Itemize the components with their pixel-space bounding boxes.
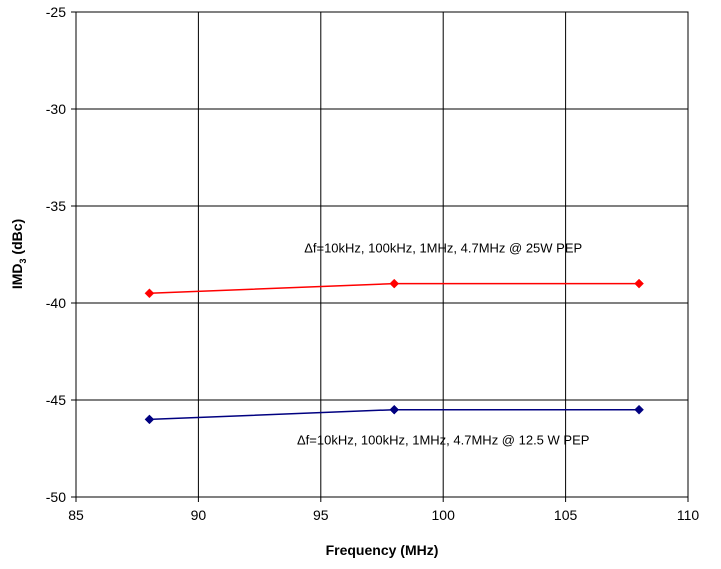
x-tick-label-2: 95: [313, 507, 329, 523]
y-axis-ticks: -25 -30 -35 -40 -45 -50: [46, 4, 76, 505]
y-tick-label-5: -50: [46, 489, 66, 505]
plot-frame: [75, 11, 689, 498]
x-tick-label-4: 105: [554, 507, 578, 523]
series-1-point-2: [634, 404, 644, 415]
y-tick-label-1: -30: [46, 101, 66, 117]
annotations: Δf=10kHz, 100kHz, 1MHz, 4.7MHz @ 25W PEP…: [297, 241, 589, 448]
series-0-point-0: [144, 288, 155, 299]
series-1-point-0: [144, 414, 155, 425]
x-tick-label-0: 85: [68, 507, 84, 523]
series-1-point-1: [389, 404, 400, 415]
y-axis-title: IMD3 (dBc): [9, 219, 28, 289]
series-0-point-2: [634, 278, 644, 289]
annotation-1: Δf=10kHz, 100kHz, 1MHz, 4.7MHz @ 12.5 W …: [297, 433, 589, 448]
y-axis-title-main: IMD: [9, 264, 25, 290]
x-tick-label-1: 90: [191, 507, 207, 523]
grid-lines: [75, 11, 689, 498]
x-axis-title: Frequency (MHz): [326, 542, 439, 558]
annotation-0: Δf=10kHz, 100kHz, 1MHz, 4.7MHz @ 25W PEP: [304, 241, 582, 256]
y-axis-title-subscript: 3: [18, 258, 28, 263]
y-tick-label-3: -40: [46, 295, 66, 311]
plot-area: [76, 12, 688, 497]
series-group: [144, 278, 644, 425]
x-tick-label-5: 110: [677, 507, 700, 523]
y-axis-title-unit: (dBc): [9, 219, 25, 259]
x-axis-ticks: 85 90 95 100 105 110: [68, 497, 699, 523]
series-0-point-1: [389, 278, 400, 289]
y-tick-label-2: -35: [46, 198, 66, 214]
y-tick-label-0: -25: [46, 4, 66, 20]
y-tick-label-4: -45: [46, 392, 66, 408]
x-tick-label-3: 100: [432, 507, 456, 523]
